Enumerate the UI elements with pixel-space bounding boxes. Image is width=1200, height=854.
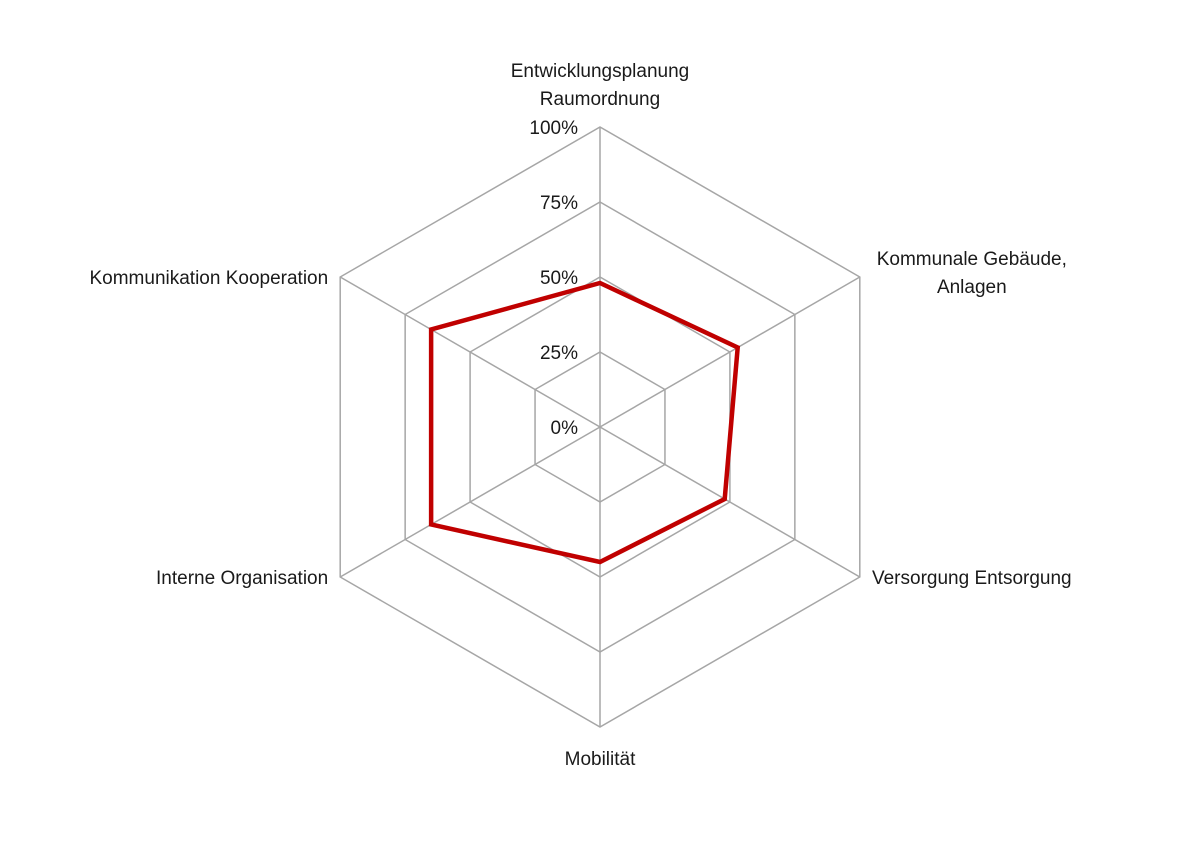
category-label: Entwicklungsplanung Raumordnung [511,61,690,110]
axis-spoke-4 [339,426,601,578]
tick-label: 50% [540,268,578,289]
category-label-line: Kommunale Gebäude, [877,249,1067,270]
grid-layer [339,126,861,728]
category-label: Kommunikation Kooperation [89,268,328,289]
category-label-line: Raumordnung [540,89,660,110]
category-label: Interne Organisation [156,568,328,589]
category-label-line: Interne Organisation [156,568,328,589]
tick-label: 0% [551,418,579,439]
category-label: Mobilität [565,749,636,770]
series-layer [428,280,741,565]
category-label-line: Entwicklungsplanung [511,61,690,82]
tick-label: 25% [540,343,578,364]
axis-spoke-1 [599,276,861,428]
category-label-line: Anlagen [937,277,1007,298]
tick-label: 75% [540,193,578,214]
category-label: Kommunale Gebäude, Anlagen [877,249,1067,298]
category-label: Versorgung Entsorgung [872,568,1072,589]
tick-label-layer: 0% 25% 50% 75% 100% [529,118,578,439]
axis-spoke-5 [339,276,601,428]
tick-label: 100% [529,118,578,139]
category-label-line: Mobilität [565,749,636,770]
axis-spoke-2 [599,426,861,578]
category-label-line: Kommunikation Kooperation [89,268,328,289]
category-label-layer: Entwicklungsplanung Raumordnung Kommunale … [89,61,1071,770]
category-label-line: Versorgung Entsorgung [872,568,1072,589]
series-line-0 [428,280,741,565]
